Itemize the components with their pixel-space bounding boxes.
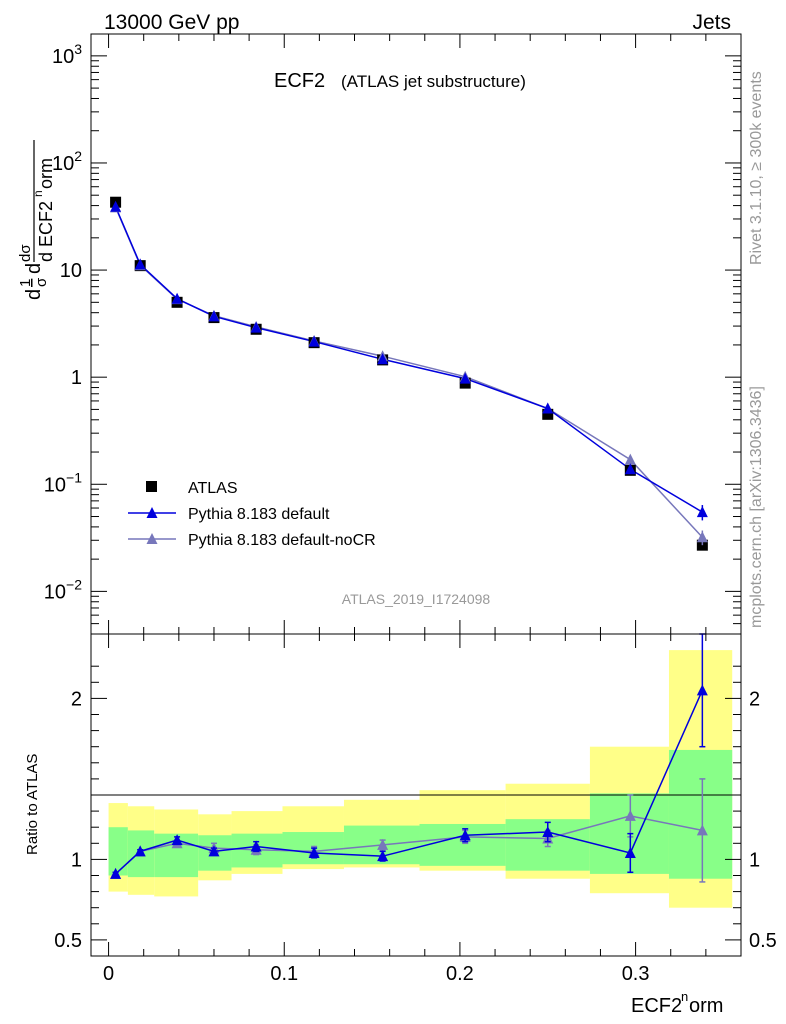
ratio-point: [624, 809, 636, 821]
svg-text:dσ: dσ: [17, 244, 34, 262]
y-tick-label: 10: [60, 260, 82, 282]
ratio-y-tick-label-right: 2: [749, 688, 760, 710]
y-tick-label: 10−2: [44, 576, 82, 603]
rivet-label: Rivet 3.1.10, ≥ 300k events: [748, 71, 765, 265]
ratio-data: [110, 633, 708, 883]
legend-nocr-marker: [146, 533, 158, 544]
mc-point: [696, 531, 708, 543]
ratio-y-tick-label: 1: [71, 849, 82, 871]
svg-text:orm: orm: [36, 158, 56, 189]
mc-point: [377, 353, 389, 365]
svg-text:n: n: [31, 190, 45, 197]
svg-text:orm: orm: [689, 995, 723, 1017]
watermark-label: ATLAS_2019_I1724098: [342, 591, 491, 607]
svg-text:1: 1: [17, 279, 34, 287]
ratio-y-tick-label-right: 0.5: [749, 930, 777, 952]
ratio-y-tick-label: 2: [71, 688, 82, 710]
legend-default-label: Pythia 8.183 default: [188, 506, 330, 523]
svg-text:ECF2: ECF2: [631, 995, 682, 1017]
mc-point: [459, 372, 471, 384]
ratio-point: [208, 845, 220, 857]
svg-text:n: n: [681, 989, 688, 1004]
ratio-point: [459, 829, 471, 841]
ratio-y-tick-label: 0.5: [54, 930, 82, 952]
chart-subtitle: (ATLAS jet substructure): [341, 72, 526, 91]
mc-point: [208, 310, 220, 322]
y-tick-label: 1: [71, 367, 82, 389]
legend-atlas-marker: [146, 481, 157, 492]
ratio-point: [377, 850, 389, 862]
x-tick-label: 0: [103, 963, 114, 985]
mc-point: [110, 200, 122, 212]
ratio-point: [308, 846, 320, 858]
ratio-panel: 0.5 0.5 1 1 2 2 0 0.1 0.2 0.3 Ratio to ATLAS ECF…: [24, 34, 777, 1017]
mc-point: [134, 258, 146, 270]
main-y-label: d 1 σ d dσ d ECF2 n orm: [17, 140, 56, 300]
x-tick-label: 0.3: [622, 963, 650, 985]
legend: ATLAS Pythia 8.183 default Pythia 8.183 …: [128, 480, 376, 549]
svg-text:d ECF2: d ECF2: [36, 201, 56, 262]
series-line: [114, 206, 703, 513]
atlas-point: [542, 408, 554, 420]
ratio-point: [134, 845, 146, 857]
mc-point: [624, 463, 636, 475]
ratio-y-axis: 0.5 0.5 1 1 2 2: [54, 665, 777, 952]
y-tick-label: 102: [52, 148, 82, 175]
legend-nocr-label: Pythia 8.183 default-noCR: [188, 532, 376, 549]
mc-point: [696, 506, 708, 518]
ratio-y-tick-label-right: 1: [749, 849, 760, 871]
ratio-point: [171, 834, 183, 846]
x-axis-label: ECF2 n orm: [631, 989, 723, 1017]
x-tick-label: 0.1: [270, 963, 298, 985]
mc-point: [171, 292, 183, 304]
header-energy-label: 13000 GeV pp: [104, 11, 239, 34]
ratio-point: [250, 840, 262, 852]
ratio-point: [377, 838, 389, 850]
header-jets-label: Jets: [692, 11, 731, 34]
ratio-point: [624, 846, 636, 858]
ratio-y-label: Ratio to ATLAS: [24, 754, 41, 855]
x-axis: 0 0.1 0.2 0.3: [103, 34, 707, 985]
uncertainty-band-inner: [668, 749, 733, 879]
mc-point: [624, 453, 636, 465]
mc-point: [250, 321, 262, 333]
ratio-bands: [108, 650, 733, 908]
y-tick-label: 10−1: [44, 469, 82, 496]
mc-point: [308, 335, 320, 347]
ratio-point: [542, 826, 554, 838]
ratio-point: [696, 824, 708, 836]
uncertainty-band-inner: [108, 827, 128, 876]
legend-atlas-label: ATLAS: [188, 480, 238, 497]
legend-default-marker: [146, 507, 158, 518]
mc-point: [542, 402, 554, 414]
mcplots-label: mcplots.cern.ch [arXiv:1306.3436]: [748, 386, 765, 628]
ratio-point: [110, 867, 122, 879]
x-tick-label: 0.2: [446, 963, 474, 985]
chart-title: ECF2: [274, 70, 325, 92]
svg-text:d: d: [23, 263, 45, 274]
svg-text:σ: σ: [33, 277, 50, 287]
ratio-point: [696, 684, 708, 696]
svg-text:d: d: [23, 289, 45, 300]
y-tick-label: 103: [52, 41, 82, 68]
main-data: [110, 196, 708, 551]
